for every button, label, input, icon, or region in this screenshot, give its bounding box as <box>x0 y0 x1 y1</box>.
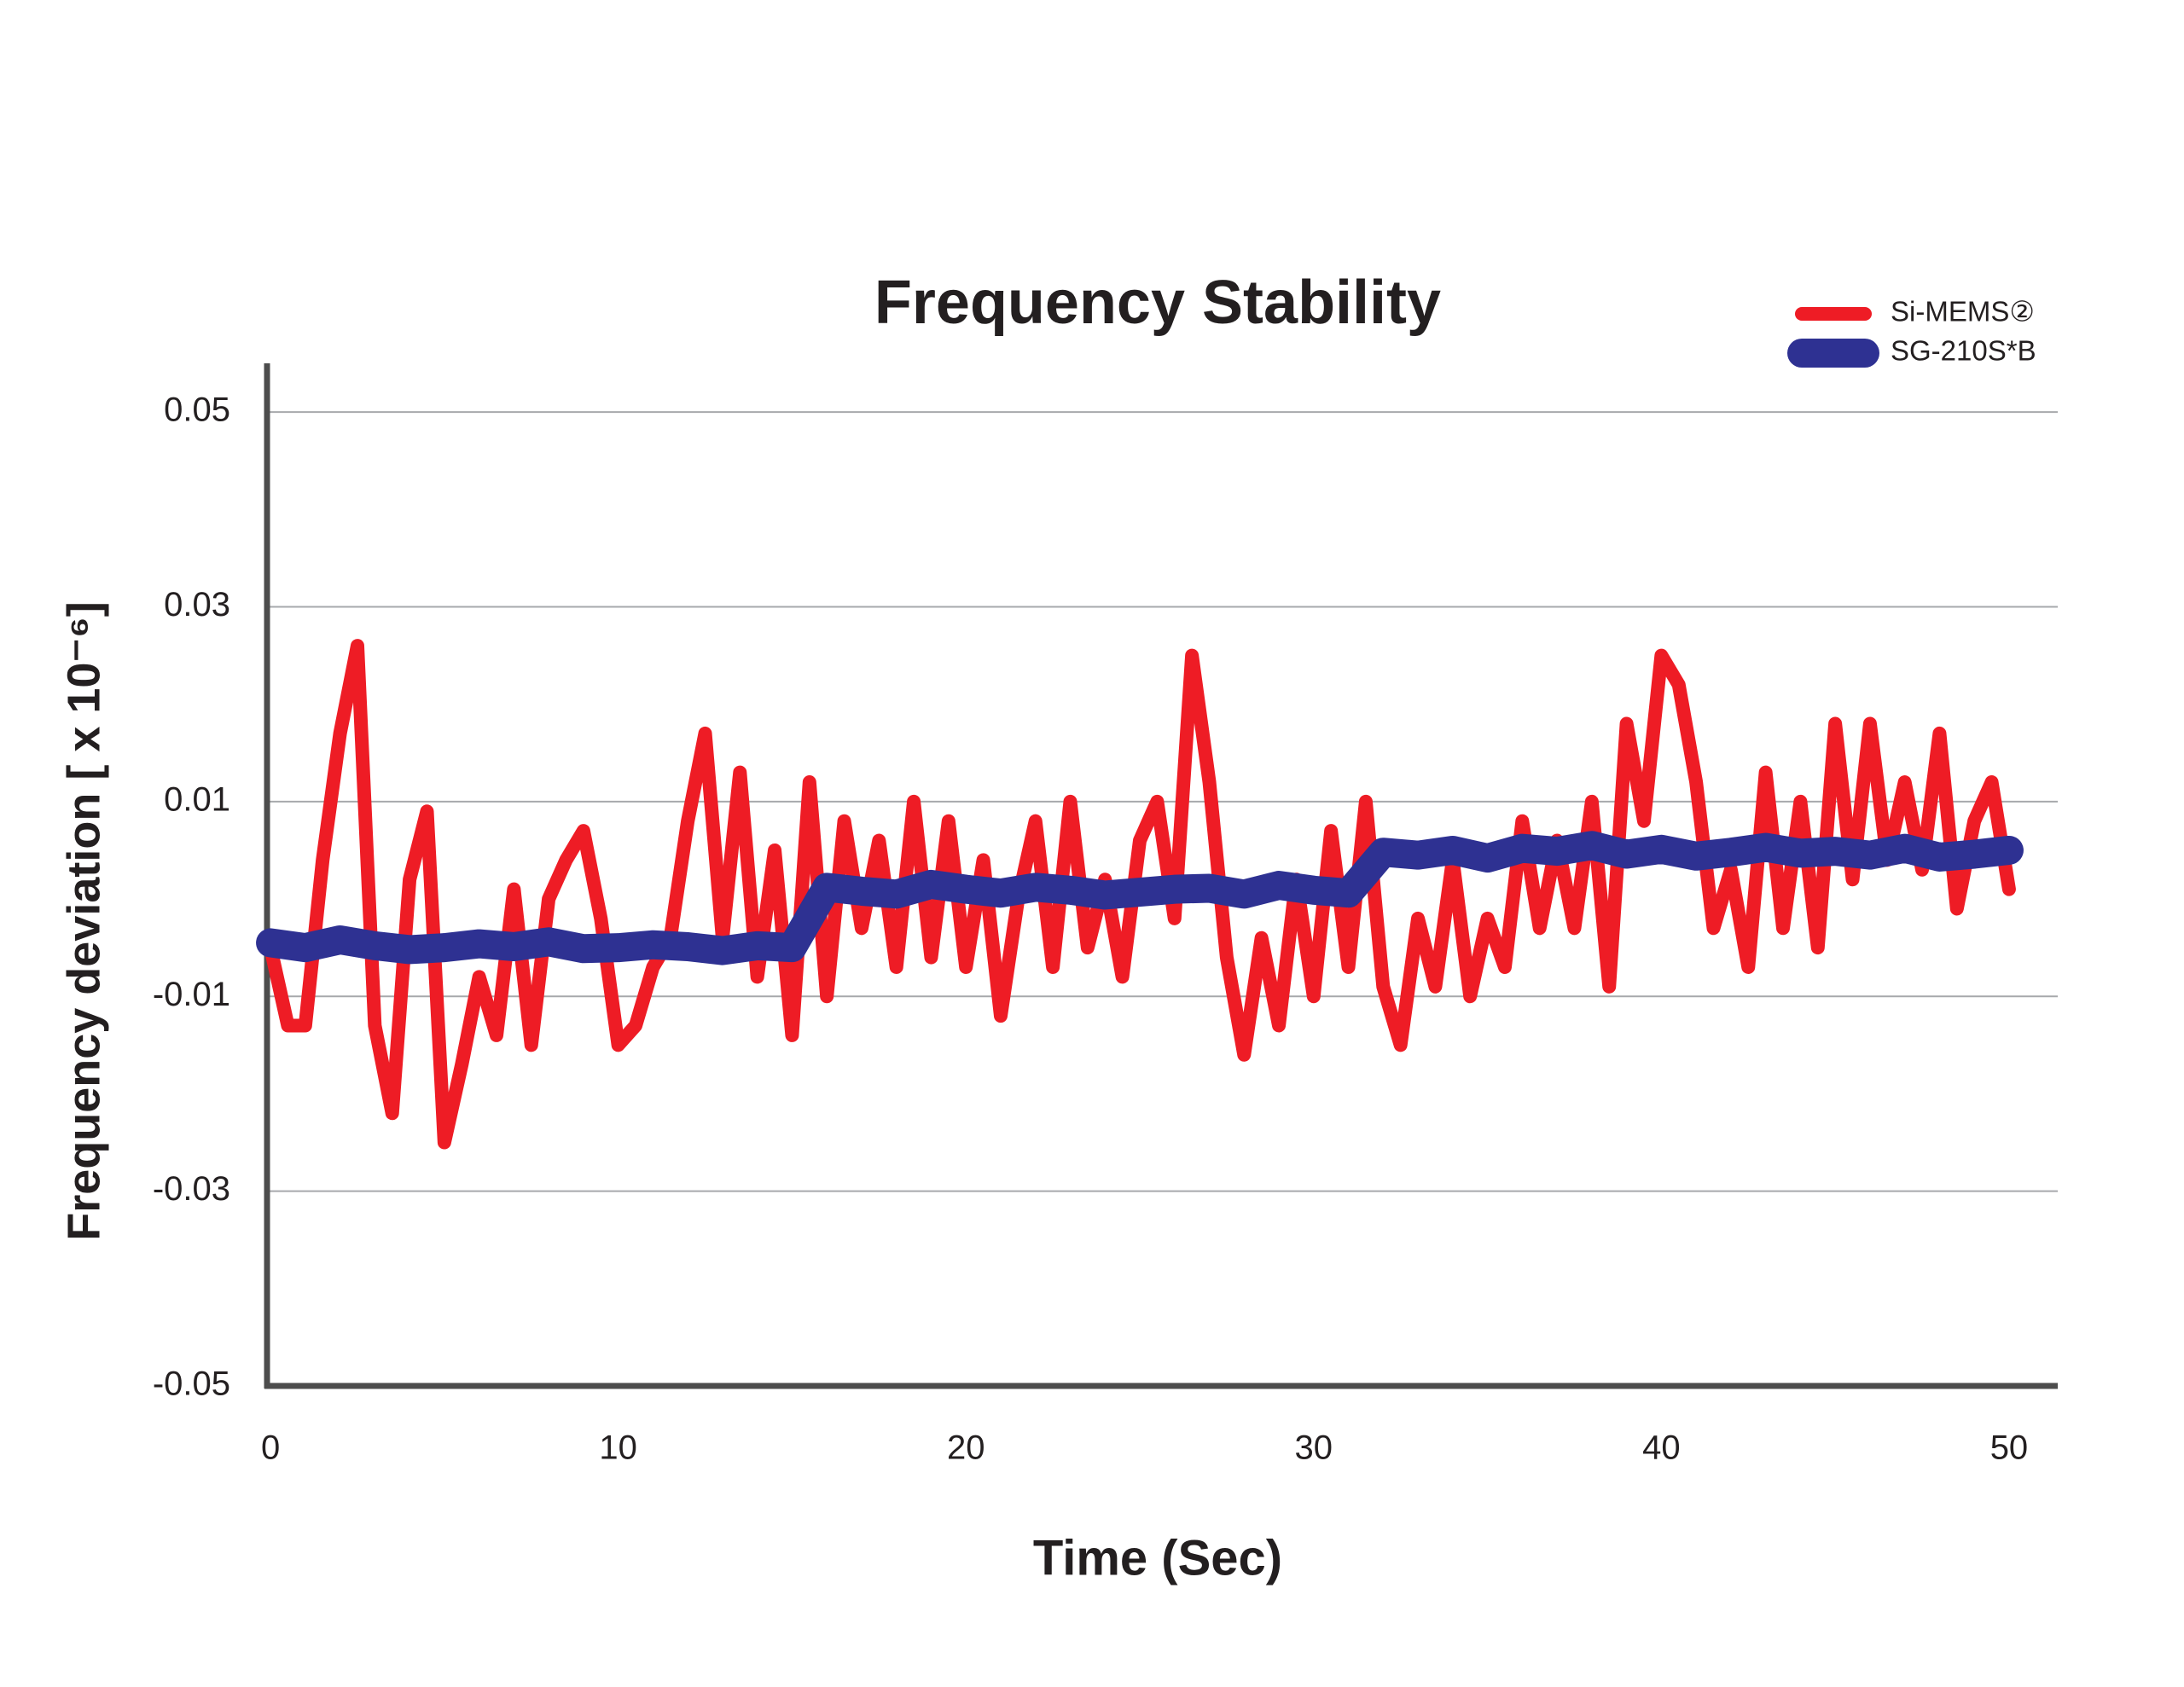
y-axis-label: Frequency deviation [ x 10⁻⁶] <box>58 601 109 1241</box>
series-line <box>264 639 2016 1150</box>
x-tick-label: 10 <box>599 1429 637 1467</box>
y-tick-label: 0.03 <box>164 586 230 623</box>
x-tick-label: 0 <box>261 1429 280 1467</box>
chart-title: Frequency Stability <box>874 269 1441 337</box>
y-tick-label: -0.01 <box>153 976 230 1013</box>
y-tick-label: -0.03 <box>153 1170 230 1208</box>
y-tick-label: -0.05 <box>153 1365 230 1403</box>
series-line <box>256 831 2024 965</box>
legend-label: Si-MEMS② <box>1891 296 2035 328</box>
y-tick-label: 0.05 <box>164 391 230 429</box>
x-tick-label: 40 <box>1642 1429 1681 1467</box>
y-tick-label: 0.01 <box>164 780 230 818</box>
x-axis-label: Time (Sec) <box>1033 1530 1282 1586</box>
x-tick-label: 30 <box>1295 1429 1333 1467</box>
x-tick-label: 20 <box>947 1429 985 1467</box>
legend-label: SG-210S*B <box>1891 335 2036 367</box>
x-tick-label: 50 <box>1990 1429 2029 1467</box>
